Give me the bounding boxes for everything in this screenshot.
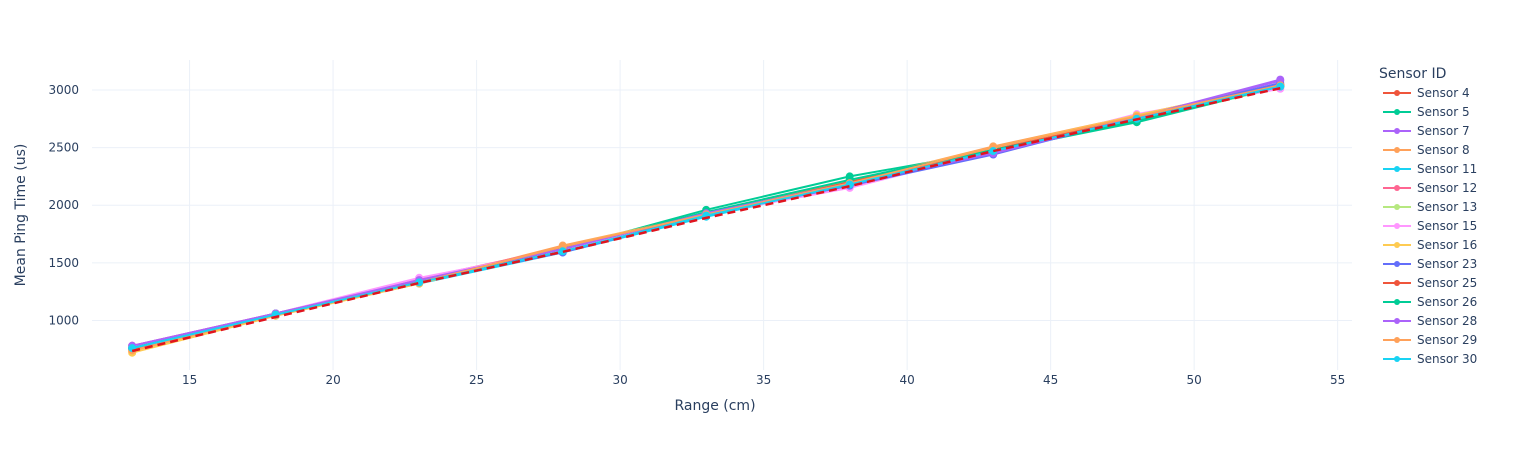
legend-label: Sensor 12 <box>1417 181 1477 195</box>
legend-label: Sensor 15 <box>1417 219 1477 233</box>
legend-item[interactable]: Sensor 7 <box>1383 124 1470 138</box>
legend-swatch-marker <box>1394 90 1400 96</box>
legend-swatch-marker <box>1394 223 1400 229</box>
legend-swatch-marker <box>1394 280 1400 286</box>
x-axis-title: Range (cm) <box>674 398 755 414</box>
grid <box>92 60 1352 370</box>
legend-label: Sensor 30 <box>1417 352 1477 366</box>
legend-swatch-marker <box>1394 109 1400 115</box>
y-axis-ticks: 1000 1500 2000 2500 3000 <box>48 83 79 327</box>
y-tick-label: 1000 <box>48 313 79 327</box>
legend-label: Sensor 28 <box>1417 314 1477 328</box>
legend-item[interactable]: Sensor 25 <box>1383 276 1477 290</box>
x-tick-label: 25 <box>469 373 484 387</box>
legend-label: Sensor 5 <box>1417 105 1470 119</box>
legend-item[interactable]: Sensor 15 <box>1383 219 1477 233</box>
legend-label: Sensor 4 <box>1417 86 1470 100</box>
data-point <box>989 147 998 156</box>
legend-item[interactable]: Sensor 5 <box>1383 105 1470 119</box>
legend-label: Sensor 16 <box>1417 238 1477 252</box>
legend-item[interactable]: Sensor 12 <box>1383 181 1477 195</box>
legend-item[interactable]: Sensor 11 <box>1383 162 1477 176</box>
legend-item[interactable]: Sensor 30 <box>1383 352 1477 366</box>
x-tick-label: 45 <box>1043 373 1058 387</box>
x-tick-label: 40 <box>899 373 914 387</box>
legend-swatch-marker <box>1394 242 1400 248</box>
legend-title: Sensor ID <box>1379 66 1446 82</box>
legend-swatch-marker <box>1394 356 1400 362</box>
y-axis-title: Mean Ping Time (us) <box>13 144 29 287</box>
legend-label: Sensor 26 <box>1417 295 1477 309</box>
legend-swatch-marker <box>1394 166 1400 172</box>
y-tick-label: 3000 <box>48 83 79 97</box>
legend: Sensor 4 Sensor 5 Sensor 7 Sensor 8 Sensor 1… <box>1383 86 1477 366</box>
y-tick-label: 2000 <box>48 198 79 212</box>
legend-item[interactable]: Sensor 29 <box>1383 333 1477 347</box>
x-tick-label: 35 <box>756 373 771 387</box>
legend-swatch-marker <box>1394 147 1400 153</box>
x-tick-label: 30 <box>612 373 627 387</box>
legend-swatch-marker <box>1394 337 1400 343</box>
x-tick-label: 15 <box>182 373 197 387</box>
legend-label: Sensor 13 <box>1417 200 1477 214</box>
x-tick-label: 20 <box>325 373 340 387</box>
y-tick-label: 1500 <box>48 256 79 270</box>
legend-item[interactable]: Sensor 16 <box>1383 238 1477 252</box>
legend-swatch-marker <box>1394 299 1400 305</box>
legend-item[interactable]: Sensor 8 <box>1383 143 1470 157</box>
legend-swatch-marker <box>1394 318 1400 324</box>
legend-swatch-marker <box>1394 128 1400 134</box>
reference-line <box>131 87 1281 353</box>
legend-swatch-marker <box>1394 261 1400 267</box>
x-tick-label: 50 <box>1187 373 1202 387</box>
x-axis-ticks: 15 20 25 30 35 40 45 50 55 <box>182 373 1345 387</box>
legend-label: Sensor 25 <box>1417 276 1477 290</box>
legend-swatch-marker <box>1394 185 1400 191</box>
legend-swatch-marker <box>1394 204 1400 210</box>
reference-layer <box>131 87 1281 353</box>
series-layer <box>128 75 1285 357</box>
legend-label: Sensor 8 <box>1417 143 1470 157</box>
legend-item[interactable]: Sensor 4 <box>1383 86 1470 100</box>
legend-item[interactable]: Sensor 26 <box>1383 295 1477 309</box>
legend-label: Sensor 29 <box>1417 333 1477 347</box>
data-point <box>1276 75 1285 84</box>
legend-label: Sensor 11 <box>1417 162 1477 176</box>
legend-item[interactable]: Sensor 28 <box>1383 314 1477 328</box>
legend-label: Sensor 7 <box>1417 124 1470 138</box>
legend-item[interactable]: Sensor 23 <box>1383 257 1477 271</box>
data-point <box>558 247 567 256</box>
legend-item[interactable]: Sensor 13 <box>1383 200 1477 214</box>
y-tick-label: 2500 <box>48 141 79 155</box>
legend-label: Sensor 23 <box>1417 257 1477 271</box>
x-tick-label: 55 <box>1330 373 1345 387</box>
